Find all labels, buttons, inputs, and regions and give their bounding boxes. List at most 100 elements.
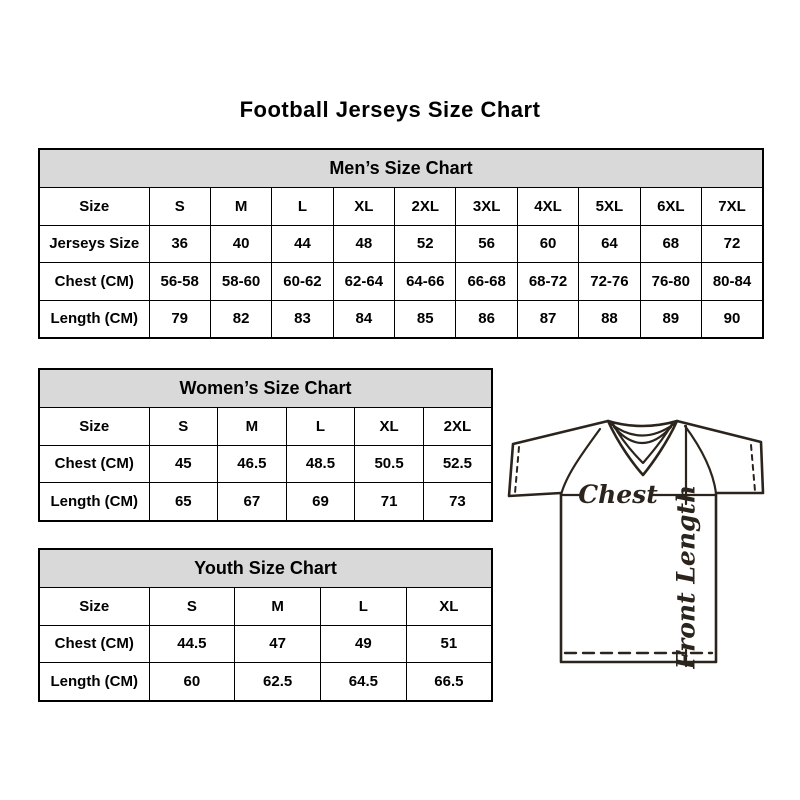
value-cell: 50.5 [354, 444, 424, 483]
value-cell: XL [354, 407, 424, 446]
row-header-cell: Length (CM) [38, 662, 150, 701]
value-cell: 89 [639, 299, 703, 339]
value-cell: 66.5 [405, 662, 493, 701]
front-length-label: Front Length [672, 485, 701, 669]
value-cell: 36 [148, 224, 211, 263]
youth-size-table: Youth Size Chart Size S M L XL Chest (CM) 44.5… [38, 548, 493, 702]
value-cell: 46.5 [217, 444, 287, 483]
row-header-cell: Length (CM) [38, 482, 150, 521]
value-cell: 62-64 [332, 262, 396, 301]
value-cell: 48 [332, 224, 396, 263]
value-cell: 51 [405, 624, 493, 663]
value-cell: 71 [354, 482, 424, 521]
womens-size-table: Women’s Size Chart Size S M L XL 2XL Chest (CM… [38, 368, 493, 522]
value-cell: 88 [578, 299, 641, 339]
value-cell: 87 [516, 299, 580, 339]
value-cell: 79 [148, 299, 211, 339]
table-row: Chest (CM) 45 46.5 48.5 50.5 52.5 [38, 444, 493, 483]
value-cell: 64-66 [394, 262, 457, 301]
value-cell: 48.5 [285, 444, 356, 483]
row-header-cell: Jerseys Size [38, 224, 150, 263]
value-cell: 90 [701, 299, 764, 339]
value-cell: M [234, 587, 321, 626]
value-cell: M [217, 407, 287, 446]
value-cell: S [148, 187, 211, 226]
value-cell: 62.5 [234, 662, 321, 701]
value-cell: L [285, 407, 356, 446]
table-header-row: Women’s Size Chart [38, 368, 493, 408]
value-cell: 4XL [516, 187, 580, 226]
table-row: Jerseys Size 36 40 44 48 52 56 60 64 68 72 [38, 224, 764, 263]
jersey-measurement-diagram: Chest Front Length [505, 407, 777, 670]
value-cell: 67 [217, 482, 287, 521]
jersey-diagram-icon: Chest Front Length [507, 419, 765, 670]
table-header-row: Youth Size Chart [38, 548, 493, 588]
value-cell: S [148, 587, 236, 626]
value-cell: XL [405, 587, 493, 626]
row-header-cell: Size [38, 407, 150, 446]
value-cell: 56-58 [148, 262, 211, 301]
value-cell: 2XL [394, 187, 457, 226]
table-row: Length (CM) 79 82 83 84 85 86 87 88 89 90 [38, 299, 764, 339]
value-cell: 86 [455, 299, 518, 339]
value-cell: 52 [394, 224, 457, 263]
value-cell: 60 [148, 662, 236, 701]
value-cell: 6XL [639, 187, 703, 226]
row-header-cell: Chest (CM) [38, 444, 150, 483]
row-header-cell: Chest (CM) [38, 624, 150, 663]
table-row: Chest (CM) 44.5 47 49 51 [38, 624, 493, 663]
row-header-cell: Size [38, 587, 150, 626]
value-cell: 5XL [578, 187, 641, 226]
value-cell: 60 [516, 224, 580, 263]
value-cell: 68 [639, 224, 703, 263]
value-cell: 52.5 [422, 444, 493, 483]
value-cell: 73 [422, 482, 493, 521]
table-row: Length (CM) 65 67 69 71 73 [38, 482, 493, 521]
value-cell: 44.5 [148, 624, 236, 663]
value-cell: 76-80 [639, 262, 703, 301]
value-cell: 56 [455, 224, 518, 263]
value-cell: 49 [320, 624, 407, 663]
value-cell: 82 [209, 299, 273, 339]
value-cell: 47 [234, 624, 321, 663]
value-cell: 2XL [422, 407, 493, 446]
value-cell: 83 [271, 299, 334, 339]
value-cell: 68-72 [516, 262, 580, 301]
value-cell: XL [332, 187, 396, 226]
youth-table-title: Youth Size Chart [38, 548, 493, 588]
womens-table-title: Women’s Size Chart [38, 368, 493, 408]
value-cell: 45 [148, 444, 219, 483]
value-cell: 58-60 [209, 262, 273, 301]
value-cell: 84 [332, 299, 396, 339]
value-cell: 64 [578, 224, 641, 263]
value-cell: 65 [148, 482, 219, 521]
value-cell: 3XL [455, 187, 518, 226]
value-cell: 80-84 [701, 262, 764, 301]
value-cell: 69 [285, 482, 356, 521]
chest-label: Chest [578, 480, 658, 509]
value-cell: 85 [394, 299, 457, 339]
table-header-row: Men’s Size Chart [38, 148, 764, 188]
value-cell: 7XL [701, 187, 764, 226]
table-row: Size S M L XL 2XL 3XL 4XL 5XL 6XL 7XL [38, 187, 764, 226]
row-header-cell: Length (CM) [38, 299, 150, 339]
table-row: Chest (CM) 56-58 58-60 60-62 62-64 64-66 66-68… [38, 262, 764, 301]
value-cell: 72-76 [578, 262, 641, 301]
value-cell: 72 [701, 224, 764, 263]
row-header-cell: Chest (CM) [38, 262, 150, 301]
value-cell: 60-62 [271, 262, 334, 301]
value-cell: 44 [271, 224, 334, 263]
value-cell: 40 [209, 224, 273, 263]
row-header-cell: Size [38, 187, 150, 226]
page-title: Football Jerseys Size Chart [239, 97, 541, 122]
value-cell: 64.5 [320, 662, 407, 701]
value-cell: M [209, 187, 273, 226]
table-row: Length (CM) 60 62.5 64.5 66.5 [38, 662, 493, 701]
value-cell: L [271, 187, 334, 226]
table-row: Size S M L XL 2XL [38, 407, 493, 446]
table-row: Size S M L XL [38, 587, 493, 626]
value-cell: S [148, 407, 219, 446]
value-cell: 66-68 [455, 262, 518, 301]
mens-size-table: Men’s Size Chart Size S M L XL 2XL 3XL 4XL 5XL 6X… [38, 148, 764, 339]
